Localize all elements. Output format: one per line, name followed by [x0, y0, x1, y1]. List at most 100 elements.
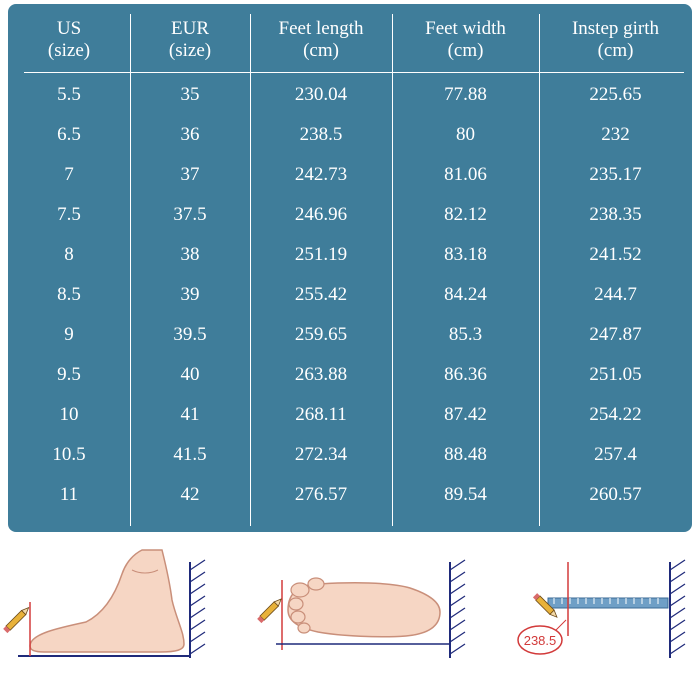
cell-us: 6.5 [57, 124, 81, 145]
cell-girth: 247.87 [589, 324, 642, 345]
cell-length: 230.04 [294, 84, 348, 105]
foot-side-shape [29, 549, 185, 653]
cell-us: 7 [64, 164, 74, 185]
readout-bubble [517, 625, 563, 655]
cell-eur: 40 [180, 364, 200, 385]
table-row: 8.5 39 255.42 84.24 244.7 [8, 281, 692, 321]
toe [290, 582, 310, 598]
measurement-illustrations: 238.5 [3, 549, 686, 658]
foot-top-illustration [257, 559, 466, 658]
wall-hatching [189, 559, 206, 655]
foot-side-illustration [3, 549, 206, 658]
cell-eur: 41.5 [173, 444, 207, 465]
cell-us: 10.5 [52, 444, 86, 465]
toe [297, 622, 311, 634]
cell-girth: 254.22 [589, 404, 642, 425]
table-row: 7.5 37.5 246.96 82.12 238.35 [8, 201, 692, 241]
header-feet-length: Feet length (cm) [250, 18, 392, 62]
cell-length: 255.42 [294, 284, 348, 305]
header-unit: (cm) [447, 40, 484, 61]
table-header: US (size) EUR (size) Feet length (cm) Fe… [8, 14, 692, 70]
cell-us: 8 [64, 244, 74, 265]
cell-width: 84.24 [444, 284, 487, 305]
column-divider [250, 14, 251, 526]
header-label: Feet length [278, 18, 364, 39]
cell-girth: 244.7 [594, 284, 637, 305]
pencil-icon [3, 606, 30, 634]
cell-us: 9.5 [57, 364, 81, 385]
cell-girth: 225.65 [589, 84, 642, 105]
table-row: 10.5 41.5 272.34 88.48 257.4 [8, 441, 692, 481]
foot-top-shape [287, 582, 441, 638]
header-label: Feet width [425, 18, 506, 39]
cell-length: 272.34 [294, 444, 348, 465]
cell-length: 259.65 [294, 324, 348, 345]
table-row: 10 41 268.11 87.42 254.22 [8, 401, 692, 441]
ruler [547, 597, 669, 609]
table-row: 6.5 36 238.5 80 232 [8, 121, 692, 161]
cell-length: 268.11 [295, 404, 347, 425]
cell-girth: 260.57 [589, 484, 642, 505]
table-row: 11 42 276.57 89.54 260.57 [8, 481, 692, 521]
table-row: 8 38 251.19 83.18 241.52 [8, 241, 692, 281]
header-instep-girth: Instep girth (cm) [539, 18, 692, 62]
header-divider [24, 72, 684, 73]
cell-length: 251.19 [294, 244, 348, 265]
header-label: US [56, 18, 82, 39]
cell-width: 81.06 [444, 164, 487, 185]
cell-eur: 39.5 [173, 324, 207, 345]
header-eur-size: EUR (size) [130, 18, 250, 62]
cell-length: 263.88 [294, 364, 348, 385]
cell-eur: 35 [180, 84, 200, 105]
cell-width: 80 [456, 124, 475, 145]
size-chart-panel: US (size) EUR (size) Feet length (cm) Fe… [8, 4, 692, 532]
header-unit: (size) [47, 40, 91, 61]
cell-length: 276.57 [294, 484, 348, 505]
cell-width: 89.54 [444, 484, 487, 505]
cell-girth: 251.05 [589, 364, 642, 385]
cell-length: 238.5 [299, 124, 343, 145]
cell-us: 7.5 [57, 204, 81, 225]
cell-width: 87.42 [444, 404, 487, 425]
wall-hatching [449, 559, 466, 655]
table-row: 9.5 40 263.88 86.36 251.05 [8, 361, 692, 401]
column-divider [539, 14, 540, 526]
table-row: 5.5 35 230.04 77.88 225.65 [8, 81, 692, 121]
cell-girth: 235.17 [589, 164, 642, 185]
ruler-ticks [553, 598, 659, 604]
cell-girth: 238.35 [589, 204, 642, 225]
measure-readout: 238.5 [524, 633, 557, 648]
table-grid [8, 4, 692, 532]
cell-eur: 36 [180, 124, 200, 145]
pencil-icon [257, 598, 282, 624]
header-unit: (size) [168, 40, 212, 61]
header-label: Instep girth [571, 18, 660, 39]
cell-width: 77.88 [444, 84, 487, 105]
cell-us: 10 [59, 404, 79, 425]
cell-us: 8.5 [57, 284, 81, 305]
cell-eur: 39 [180, 284, 200, 305]
big-toe [307, 577, 325, 591]
cell-girth: 232 [601, 124, 630, 145]
header-unit: (cm) [597, 40, 634, 61]
header-feet-width: Feet width (cm) [392, 18, 539, 62]
cell-us: 9 [64, 324, 74, 345]
cell-eur: 38 [180, 244, 200, 265]
cell-us: 5.5 [57, 84, 81, 105]
cell-width: 83.18 [444, 244, 487, 265]
cell-girth: 241.52 [589, 244, 642, 265]
cell-eur: 42 [180, 484, 200, 505]
table-row: 9 39.5 259.65 85.3 247.87 [8, 321, 692, 361]
toe [290, 610, 306, 624]
cell-length: 246.96 [294, 204, 348, 225]
column-divider [130, 14, 131, 526]
cell-eur: 41 [180, 404, 200, 425]
header-unit: (cm) [303, 40, 339, 61]
cell-us: 11 [59, 484, 79, 505]
toe [288, 597, 304, 611]
cell-girth: 257.4 [594, 444, 637, 465]
cell-length: 242.73 [294, 164, 348, 185]
cell-width: 82.12 [444, 204, 487, 225]
readout-pointer [555, 619, 567, 631]
cell-width: 88.48 [444, 444, 487, 465]
